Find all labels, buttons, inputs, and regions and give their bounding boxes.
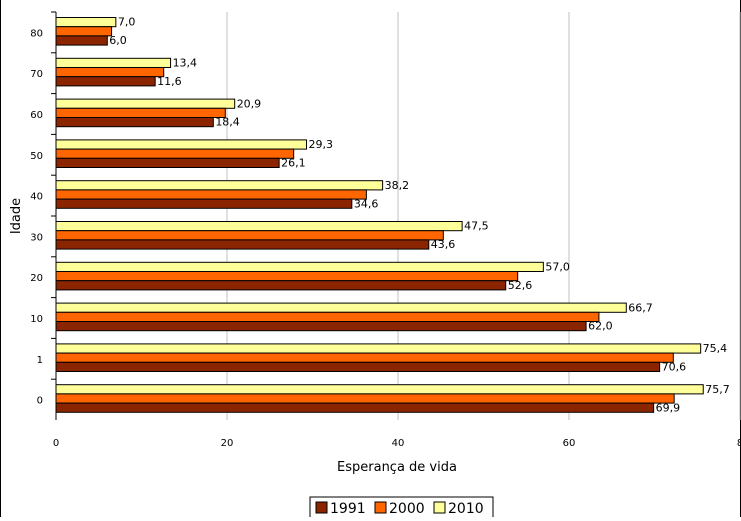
data-label: 75,7 — [705, 383, 730, 396]
bar-2000-50 — [55, 148, 295, 159]
data-label: 18,4 — [215, 116, 240, 129]
legend-swatch-2010 — [433, 501, 446, 514]
data-label: 20,9 — [237, 97, 262, 110]
bar-2010-10 — [55, 302, 627, 313]
data-label: 70,6 — [662, 361, 687, 374]
bar-2010-80 — [55, 17, 117, 28]
data-label: 62,0 — [588, 320, 613, 333]
bar-2000-70 — [55, 67, 165, 78]
y-tick-label: 60 — [30, 110, 43, 121]
bar-1991-1 — [55, 361, 661, 372]
y-tick-label: 50 — [30, 151, 43, 162]
x-tick-label: 40 — [392, 438, 405, 449]
legend-label-2010: 2010 — [448, 501, 484, 517]
data-label: 11,6 — [157, 75, 182, 88]
legend: 1991 2000 2010 — [309, 496, 494, 519]
data-label: 66,7 — [628, 301, 653, 314]
x-axis-title: Esperança de vida — [337, 460, 457, 475]
bar-1991-20 — [55, 280, 507, 291]
bar-1991-10 — [55, 321, 587, 332]
data-label: 75,4 — [703, 342, 728, 355]
bar-2010-60 — [55, 98, 236, 109]
y-tick-label: 80 — [30, 28, 43, 39]
bar-2010-40 — [55, 180, 384, 191]
bar-2010-1 — [55, 343, 702, 354]
data-label: 38,2 — [385, 179, 410, 192]
bar-2000-40 — [55, 189, 367, 200]
bar-2010-0 — [55, 384, 704, 395]
bar-2010-20 — [55, 261, 544, 272]
bar-2000-80 — [55, 26, 113, 37]
bar-2000-60 — [55, 107, 226, 119]
data-label: 52,6 — [508, 279, 532, 292]
legend-label-1991: 1991 — [330, 501, 366, 517]
bar-2000-30 — [55, 230, 444, 241]
legend-swatch-1991 — [315, 501, 328, 514]
x-tick-label: 8 — [737, 438, 741, 449]
data-label: 57,0 — [545, 261, 570, 274]
bar-1991-70 — [55, 76, 156, 87]
data-label: 69,9 — [656, 401, 681, 414]
x-tick-label: 60 — [563, 438, 576, 449]
y-tick-label: 40 — [30, 192, 43, 203]
data-label: 13,4 — [173, 57, 198, 70]
data-label: 47,5 — [464, 220, 489, 233]
data-label: 6,0 — [109, 34, 127, 47]
data-label: 26,1 — [281, 157, 306, 170]
legend-swatch-2000 — [374, 501, 387, 514]
bar-2000-1 — [55, 352, 674, 363]
y-tick-label: 20 — [30, 273, 43, 284]
bar-1991-30 — [55, 239, 430, 250]
bar-1991-40 — [55, 198, 353, 209]
data-label: 7,0 — [118, 16, 136, 29]
data-label: 29,3 — [309, 138, 334, 151]
y-tick-label: 10 — [30, 314, 43, 325]
bar-2000-10 — [55, 311, 600, 322]
y-tick-label: 30 — [30, 232, 43, 243]
x-tick-label: 0 — [53, 438, 59, 449]
y-axis-title: Idade — [9, 198, 24, 234]
bar-1991-80 — [55, 35, 108, 46]
bar-2010-70 — [55, 57, 172, 68]
data-label: 34,6 — [354, 197, 379, 210]
y-tick-label: 0 — [37, 396, 43, 407]
legend-label-2000: 2000 — [389, 501, 425, 517]
bar-1991-0 — [55, 402, 655, 413]
bar-2000-20 — [55, 271, 519, 282]
bar-2010-50 — [55, 139, 308, 150]
bar-1991-50 — [55, 157, 280, 169]
bar-2000-0 — [55, 393, 675, 404]
x-tick-label: 20 — [221, 438, 234, 449]
bar-2010-30 — [55, 221, 463, 232]
y-tick-label: 1 — [37, 355, 43, 366]
bar-1991-60 — [55, 117, 214, 128]
y-tick-label: 70 — [30, 69, 43, 80]
data-label: 43,6 — [431, 238, 456, 251]
